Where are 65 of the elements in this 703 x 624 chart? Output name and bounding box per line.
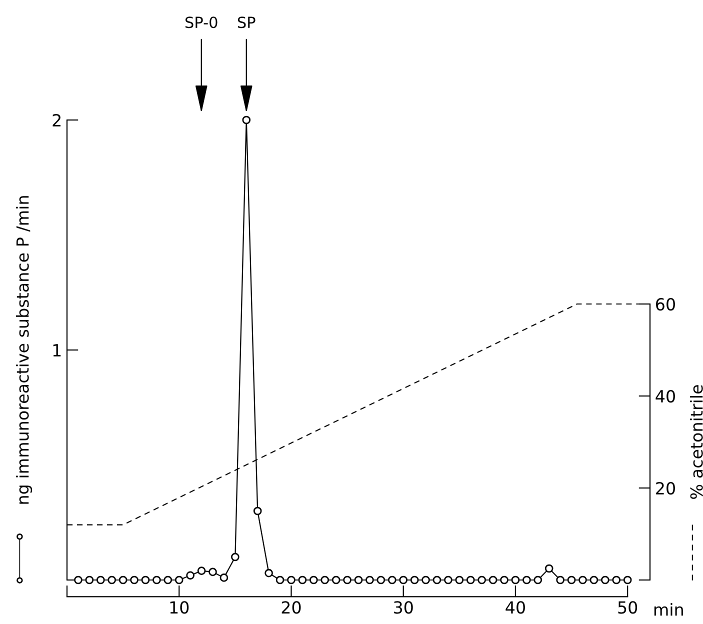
x-tick-label: 40 <box>506 601 525 614</box>
point <box>264 568 273 578</box>
point <box>309 576 318 584</box>
point <box>298 576 307 584</box>
point <box>534 576 542 584</box>
point <box>590 576 598 584</box>
point <box>220 574 228 582</box>
point <box>96 576 105 584</box>
y-tick-label: 2 <box>52 114 60 126</box>
y2-tick-label: 40 <box>656 390 675 403</box>
point <box>600 576 610 584</box>
point <box>366 576 374 584</box>
point <box>556 576 564 584</box>
y-axis-title: ng immunoreactive substance P /min <box>16 196 32 504</box>
point <box>152 576 161 584</box>
point <box>511 576 520 584</box>
point <box>500 576 508 584</box>
point <box>399 576 408 584</box>
point <box>141 576 150 584</box>
point <box>376 576 386 584</box>
point <box>320 576 330 584</box>
point <box>332 576 340 584</box>
x-tick-label: 30 <box>394 601 413 614</box>
point <box>276 576 284 584</box>
y2-tick-label: 60 <box>656 298 675 311</box>
point <box>455 576 464 584</box>
point <box>287 576 296 584</box>
point <box>197 566 206 575</box>
point <box>522 576 531 584</box>
point <box>242 116 251 124</box>
text: SP-0 <box>185 16 218 28</box>
point <box>388 576 396 584</box>
point <box>108 576 116 584</box>
point <box>432 576 442 584</box>
point <box>410 576 419 584</box>
point <box>612 576 621 584</box>
point <box>578 576 587 584</box>
point <box>444 576 452 584</box>
x-tick-label: 20 <box>282 601 301 614</box>
text: SP <box>238 16 256 28</box>
point <box>544 564 554 573</box>
point <box>208 568 217 576</box>
point <box>466 576 475 584</box>
point <box>422 576 430 584</box>
point <box>354 576 363 584</box>
point <box>488 576 498 584</box>
point <box>567 576 576 584</box>
y2-axis-title: % acetonitrile <box>690 385 703 499</box>
point <box>130 576 138 584</box>
y-tick-label: 1 <box>53 344 61 356</box>
point <box>623 576 632 584</box>
x-tick-label: 10 <box>170 601 189 614</box>
point <box>174 576 184 584</box>
point <box>343 576 352 584</box>
x-tick-label: 50 <box>618 601 638 614</box>
point <box>118 576 128 584</box>
point <box>253 506 262 516</box>
point <box>74 576 82 584</box>
x-axis-title: min <box>654 603 683 616</box>
y2-tick-label: 20 <box>656 482 675 495</box>
point <box>85 576 94 584</box>
point <box>164 576 172 584</box>
point <box>231 552 240 562</box>
point <box>478 576 486 584</box>
point <box>186 571 194 580</box>
